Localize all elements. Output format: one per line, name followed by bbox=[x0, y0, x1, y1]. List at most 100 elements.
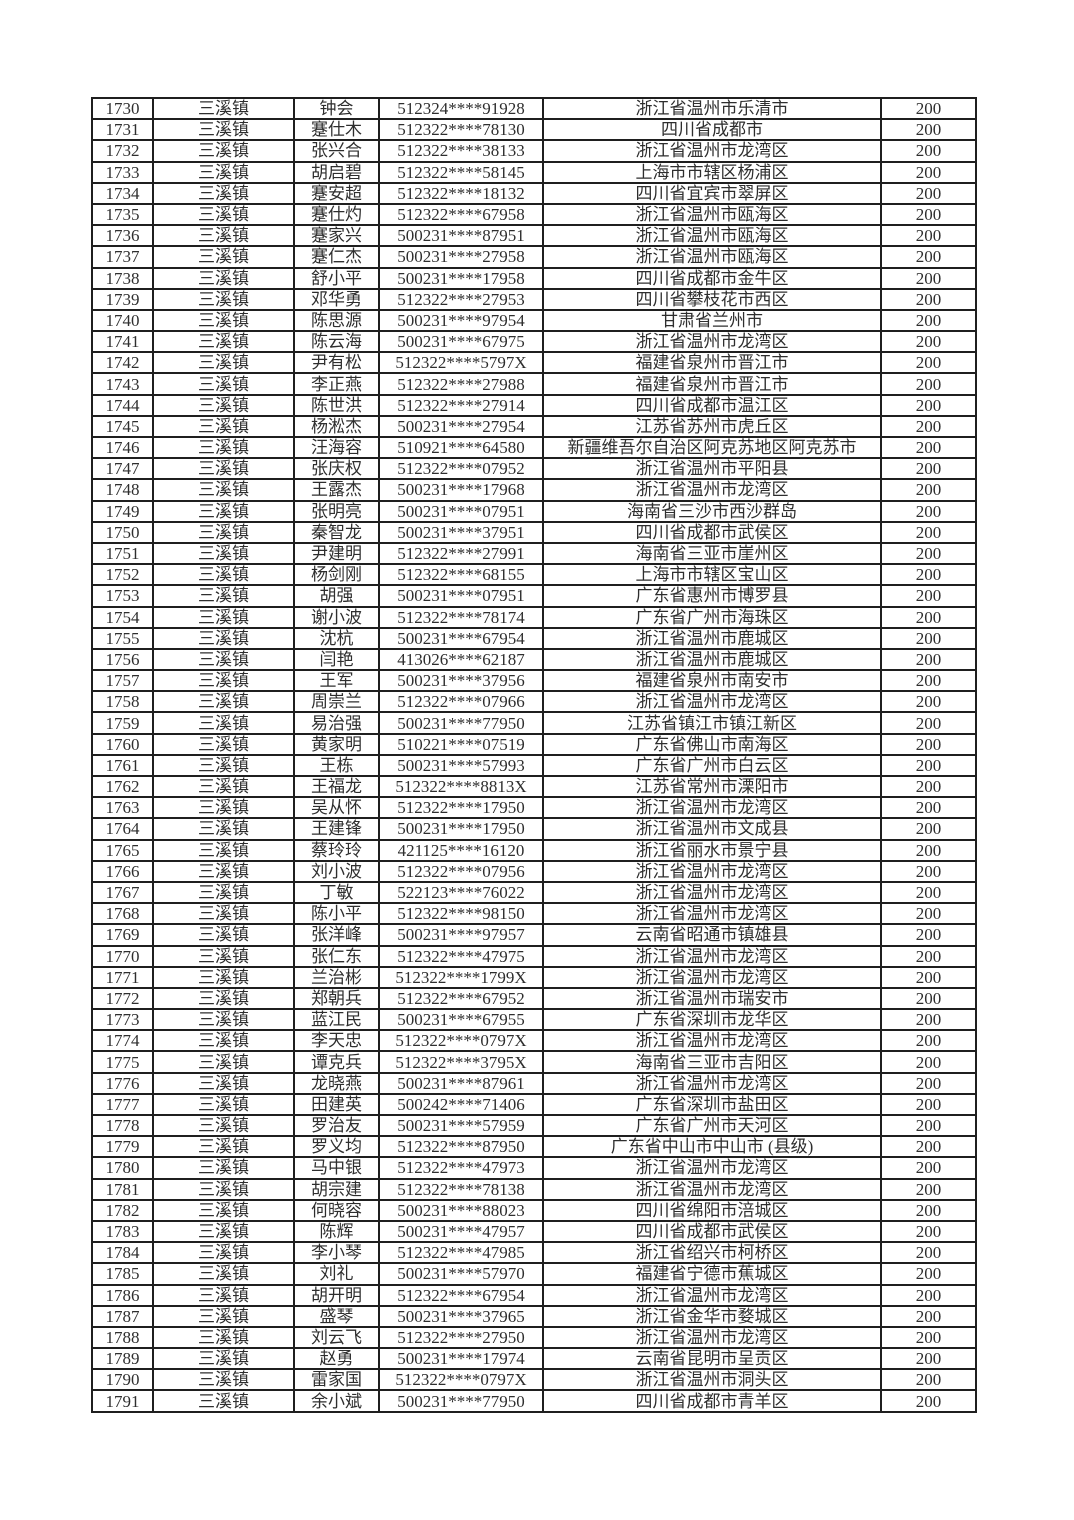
amount-cell: 200 bbox=[880, 351, 977, 375]
region-cell: 广东省佛山市南海区 bbox=[542, 732, 882, 756]
person-name-cell: 蹇家兴 bbox=[293, 224, 380, 248]
table-row: 1758 三溪镇 周崇兰 512322****07966 浙江省温州市龙湾区 200 bbox=[91, 690, 977, 714]
region-cell: 四川省绵阳市涪城区 bbox=[542, 1198, 882, 1222]
amount-cell: 200 bbox=[880, 202, 977, 227]
region-cell: 浙江省温州市龙湾区 bbox=[542, 796, 882, 820]
town-cell: 三溪镇 bbox=[152, 351, 295, 375]
id-number-cell: 500231****27958 bbox=[378, 245, 544, 269]
amount-cell: 200 bbox=[880, 245, 977, 269]
region-cell: 福建省宁德市蕉城区 bbox=[542, 1262, 882, 1286]
region-cell: 四川省宜宾市翠屏区 bbox=[542, 181, 882, 205]
person-name-cell: 陈小平 bbox=[293, 902, 380, 926]
region-cell: 浙江省温州市瓯海区 bbox=[542, 224, 882, 248]
town-cell: 三溪镇 bbox=[152, 944, 295, 968]
id-number-cell: 512322****27988 bbox=[378, 372, 544, 396]
table-row: 1763 三溪镇 吴从怀 512322****17950 浙江省温州市龙湾区 200 bbox=[91, 796, 977, 820]
serial-number-cell: 1739 bbox=[91, 287, 154, 311]
region-cell: 四川省成都市武侯区 bbox=[542, 520, 882, 544]
table-row: 1770 三溪镇 张仁东 512322****47975 浙江省温州市龙湾区 200 bbox=[91, 944, 977, 968]
table-row: 1738 三溪镇 舒小平 500231****17958 四川省成都市金牛区 200 bbox=[91, 266, 977, 290]
region-cell: 上海市市辖区杨浦区 bbox=[542, 160, 882, 184]
table-row: 1748 三溪镇 王露杰 500231****17968 浙江省温州市龙湾区 200 bbox=[91, 478, 977, 502]
table-row: 1766 三溪镇 刘小波 512322****07956 浙江省温州市龙湾区 200 bbox=[91, 859, 977, 883]
serial-number-cell: 1789 bbox=[91, 1347, 154, 1371]
person-name-cell: 闫艳 bbox=[293, 647, 380, 672]
id-number-cell: 512322****27953 bbox=[378, 287, 544, 311]
amount-cell: 200 bbox=[880, 774, 977, 799]
person-name-cell: 张仁东 bbox=[293, 944, 380, 968]
person-name-cell: 陈云海 bbox=[293, 330, 380, 354]
person-name-cell: 蹇仕木 bbox=[293, 118, 380, 142]
region-cell: 浙江省温州市龙湾区 bbox=[542, 1029, 882, 1053]
amount-cell: 200 bbox=[880, 965, 977, 989]
town-cell: 三溪镇 bbox=[152, 732, 295, 756]
town-cell: 三溪镇 bbox=[152, 796, 295, 820]
person-name-cell: 沈杭 bbox=[293, 626, 380, 650]
region-cell: 四川省成都市金牛区 bbox=[542, 266, 882, 290]
id-number-cell: 413026****62187 bbox=[378, 647, 544, 672]
person-name-cell: 尹建明 bbox=[293, 541, 380, 566]
town-cell: 三溪镇 bbox=[152, 669, 295, 693]
table-row: 1731 三溪镇 蹇仕木 512322****78130 四川省成都市 200 bbox=[91, 118, 977, 142]
person-name-cell: 余小斌 bbox=[293, 1389, 380, 1413]
region-cell: 浙江省温州市龙湾区 bbox=[542, 1071, 882, 1095]
table-body: 1730 三溪镇 钟会 512324****91928 浙江省温州市乐清市 200 1731… bbox=[91, 96, 977, 1413]
region-cell: 浙江省温州市瓯海区 bbox=[542, 202, 882, 227]
serial-number-cell: 1773 bbox=[91, 1008, 154, 1032]
id-number-cell: 500231****77950 bbox=[378, 1389, 544, 1413]
town-cell: 三溪镇 bbox=[152, 118, 295, 142]
id-number-cell: 512322****98150 bbox=[378, 902, 544, 926]
serial-number-cell: 1735 bbox=[91, 202, 154, 227]
town-cell: 三溪镇 bbox=[152, 647, 295, 672]
table-row: 1784 三溪镇 李小琴 512322****47985 浙江省绍兴市柯桥区 200 bbox=[91, 1241, 977, 1265]
person-name-cell: 周崇兰 bbox=[293, 690, 380, 714]
person-name-cell: 罗义均 bbox=[293, 1135, 380, 1159]
serial-number-cell: 1774 bbox=[91, 1029, 154, 1053]
table-row: 1742 三溪镇 尹有松 512322****5797X 福建省泉州市晋江市 200 bbox=[91, 351, 977, 375]
person-name-cell: 刘礼 bbox=[293, 1262, 380, 1286]
region-cell: 浙江省温州市龙湾区 bbox=[542, 690, 882, 714]
town-cell: 三溪镇 bbox=[152, 181, 295, 205]
table-row: 1755 三溪镇 沈杭 500231****67954 浙江省温州市鹿城区 200 bbox=[91, 626, 977, 650]
region-cell: 云南省昭通市镇雄县 bbox=[542, 923, 882, 947]
person-name-cell: 王军 bbox=[293, 669, 380, 693]
serial-number-cell: 1767 bbox=[91, 880, 154, 905]
serial-number-cell: 1784 bbox=[91, 1241, 154, 1265]
town-cell: 三溪镇 bbox=[152, 1262, 295, 1286]
amount-cell: 200 bbox=[880, 880, 977, 905]
region-cell: 浙江省温州市鹿城区 bbox=[542, 647, 882, 672]
region-cell: 云南省昆明市呈贡区 bbox=[542, 1347, 882, 1371]
region-cell: 浙江省温州市龙湾区 bbox=[542, 1325, 882, 1350]
amount-cell: 200 bbox=[880, 266, 977, 290]
table-row: 1785 三溪镇 刘礼 500231****57970 福建省宁德市蕉城区 200 bbox=[91, 1262, 977, 1286]
region-cell: 浙江省温州市鹿城区 bbox=[542, 626, 882, 650]
person-name-cell: 舒小平 bbox=[293, 266, 380, 290]
serial-number-cell: 1752 bbox=[91, 563, 154, 587]
table-row: 1743 三溪镇 李正燕 512322****27988 福建省泉州市晋江市 200 bbox=[91, 372, 977, 396]
town-cell: 三溪镇 bbox=[152, 1113, 295, 1138]
serial-number-cell: 1766 bbox=[91, 859, 154, 883]
serial-number-cell: 1777 bbox=[91, 1092, 154, 1117]
region-cell: 广东省深圳市盐田区 bbox=[542, 1092, 882, 1117]
table-row: 1747 三溪镇 张庆权 512322****07952 浙江省温州市平阳县 200 bbox=[91, 457, 977, 481]
person-name-cell: 陈辉 bbox=[293, 1219, 380, 1244]
amount-cell: 200 bbox=[880, 1198, 977, 1222]
table-row: 1746 三溪镇 汪海容 510921****64580 新疆维吾尔自治区阿克苏地区阿克… bbox=[91, 435, 977, 460]
region-cell: 浙江省温州市龙湾区 bbox=[542, 330, 882, 354]
region-cell: 广东省广州市天河区 bbox=[542, 1113, 882, 1138]
town-cell: 三溪镇 bbox=[152, 1092, 295, 1117]
serial-number-cell: 1761 bbox=[91, 753, 154, 778]
person-name-cell: 蹇仁杰 bbox=[293, 245, 380, 269]
person-name-cell: 尹有松 bbox=[293, 351, 380, 375]
amount-cell: 200 bbox=[880, 139, 977, 163]
serial-number-cell: 1747 bbox=[91, 457, 154, 481]
serial-number-cell: 1740 bbox=[91, 308, 154, 333]
id-number-cell: 512322****27950 bbox=[378, 1325, 544, 1350]
town-cell: 三溪镇 bbox=[152, 224, 295, 248]
region-cell: 广东省惠州市博罗县 bbox=[542, 584, 882, 608]
amount-cell: 200 bbox=[880, 308, 977, 333]
table-row: 1788 三溪镇 刘云飞 512322****27950 浙江省温州市龙湾区 200 bbox=[91, 1325, 977, 1350]
table-row: 1740 三溪镇 陈思源 500231****97954 甘肃省兰州市 200 bbox=[91, 308, 977, 333]
id-number-cell: 500231****97957 bbox=[378, 923, 544, 947]
town-cell: 三溪镇 bbox=[152, 1241, 295, 1265]
